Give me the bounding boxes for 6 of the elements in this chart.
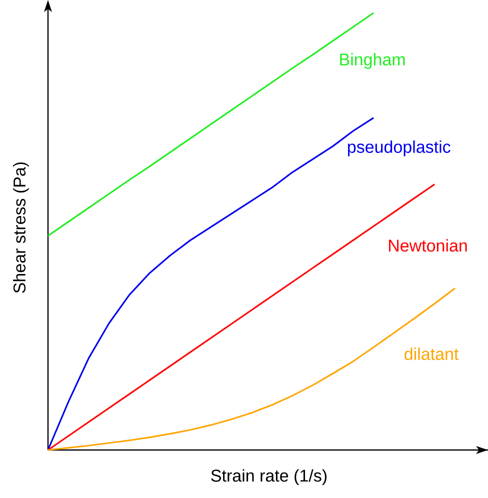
x-axis-title: Strain rate (1/s) [211, 469, 327, 486]
y-axis-title: Shear stress (Pa) [13, 162, 29, 293]
series-label: Bingham [340, 53, 405, 69]
series-label: Newtonian [389, 239, 467, 252]
series-label: dilatant [404, 348, 459, 360]
series-label: pseudoplastic [348, 140, 450, 156]
